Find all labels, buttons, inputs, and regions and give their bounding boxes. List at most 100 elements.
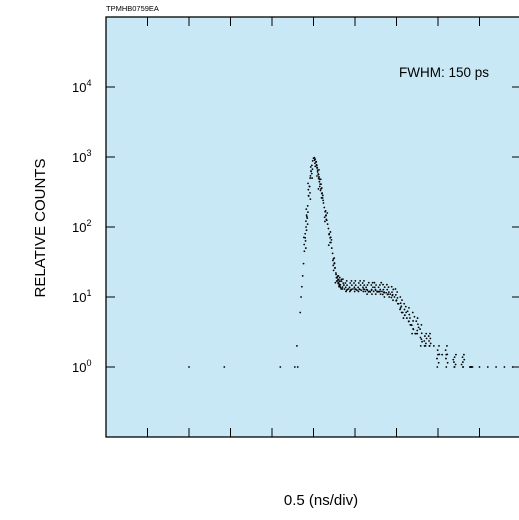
data-point xyxy=(340,278,343,281)
data-point xyxy=(417,323,419,326)
data-point xyxy=(382,283,384,286)
data-point xyxy=(399,302,402,305)
data-point xyxy=(402,317,405,319)
data-point xyxy=(503,366,506,368)
data-point xyxy=(415,320,418,323)
data-point xyxy=(399,306,402,309)
data-point xyxy=(311,168,314,171)
x-axis-title: 0.5 (ns/div) xyxy=(284,492,358,509)
data-point xyxy=(363,284,366,286)
data-point xyxy=(390,285,393,288)
data-point xyxy=(400,311,403,314)
data-point xyxy=(399,308,401,311)
data-point xyxy=(367,281,370,284)
data-point xyxy=(462,366,465,368)
data-point xyxy=(318,168,320,171)
data-point xyxy=(396,302,399,305)
data-point xyxy=(389,293,392,295)
data-point xyxy=(428,340,430,342)
data-point xyxy=(420,332,423,335)
data-point xyxy=(387,286,390,289)
data-point xyxy=(366,293,369,295)
data-point xyxy=(320,183,322,186)
data-point xyxy=(412,328,415,331)
data-point xyxy=(370,284,373,286)
data-point xyxy=(223,366,226,368)
data-point xyxy=(429,337,432,340)
data-point xyxy=(309,177,312,179)
data-point xyxy=(350,288,353,291)
data-point xyxy=(446,361,449,364)
data-point xyxy=(319,178,322,181)
plot-frame xyxy=(105,16,519,438)
data-point xyxy=(379,288,382,291)
data-point xyxy=(428,345,431,347)
y-tick-label: 103 xyxy=(72,148,91,165)
data-point xyxy=(408,306,410,309)
data-point xyxy=(332,264,335,267)
data-point xyxy=(335,272,337,274)
data-point xyxy=(345,290,347,293)
data-point xyxy=(425,332,428,335)
data-point xyxy=(413,315,416,318)
data-point xyxy=(374,293,377,295)
data-point xyxy=(322,202,325,204)
data-point xyxy=(296,345,298,347)
data-point xyxy=(317,173,320,175)
data-point xyxy=(341,288,344,290)
data-point xyxy=(353,282,355,284)
data-point xyxy=(380,281,383,284)
data-point xyxy=(327,227,330,230)
data-point xyxy=(349,282,352,284)
data-point xyxy=(318,180,321,183)
data-point xyxy=(313,156,316,159)
data-point xyxy=(340,288,343,290)
data-point xyxy=(382,288,385,291)
data-point xyxy=(359,284,362,286)
data-point xyxy=(330,247,333,249)
data-point xyxy=(346,284,348,286)
data-point xyxy=(310,164,313,167)
data-point xyxy=(364,290,367,293)
data-point xyxy=(372,290,375,293)
data-point xyxy=(305,226,307,228)
data-point xyxy=(377,286,380,289)
data-point xyxy=(379,293,382,295)
data-point xyxy=(438,353,441,356)
figure-code: TPMHB0759EA xyxy=(106,4,159,13)
data-point xyxy=(352,288,354,290)
data-point xyxy=(423,340,426,342)
data-point xyxy=(335,280,338,282)
data-point xyxy=(381,293,384,296)
data-point xyxy=(316,175,318,177)
data-point xyxy=(419,345,422,347)
data-point xyxy=(460,363,463,366)
data-point xyxy=(336,276,338,279)
data-point xyxy=(305,208,308,211)
data-point xyxy=(357,290,360,293)
data-point xyxy=(358,288,361,291)
data-point xyxy=(378,290,380,293)
data-point xyxy=(304,232,307,235)
data-point xyxy=(309,198,312,201)
data-point xyxy=(416,329,419,332)
data-point xyxy=(323,216,326,219)
data-point xyxy=(365,286,368,289)
data-point xyxy=(407,320,410,323)
data-point xyxy=(329,236,332,239)
data-point xyxy=(454,363,457,366)
data-point xyxy=(338,276,341,279)
data-point xyxy=(396,291,399,293)
x-axis-ticks xyxy=(147,17,480,437)
data-point xyxy=(369,290,372,293)
data-point xyxy=(310,170,312,173)
data-point xyxy=(343,288,346,290)
data-point xyxy=(511,366,514,368)
data-point xyxy=(301,275,304,277)
data-point xyxy=(341,286,344,288)
data-point xyxy=(462,361,464,363)
data-point xyxy=(385,291,388,294)
data-point xyxy=(403,314,406,317)
data-point xyxy=(419,328,421,330)
data-point xyxy=(309,191,311,194)
